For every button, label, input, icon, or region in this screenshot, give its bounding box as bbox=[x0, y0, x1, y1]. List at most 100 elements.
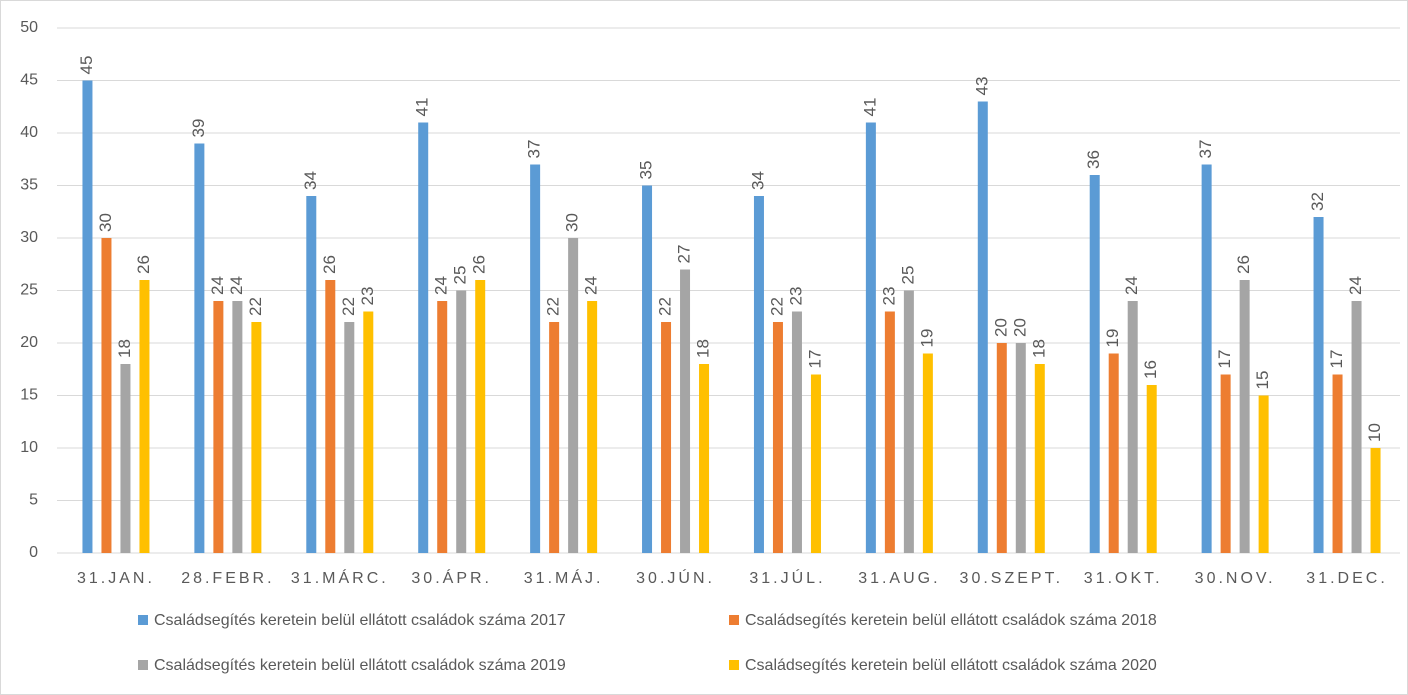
legend-swatch bbox=[729, 660, 739, 670]
bar bbox=[642, 185, 653, 553]
bar bbox=[1370, 448, 1381, 553]
data-label: 34 bbox=[748, 171, 767, 190]
x-tick-label: 31.DEC. bbox=[1306, 570, 1387, 587]
data-label: 10 bbox=[1365, 423, 1384, 442]
bar bbox=[251, 322, 262, 553]
bar bbox=[325, 280, 336, 553]
bar bbox=[922, 353, 933, 553]
data-label: 20 bbox=[991, 318, 1010, 337]
bar bbox=[1015, 343, 1026, 553]
bar bbox=[865, 122, 876, 553]
data-label: 20 bbox=[1010, 318, 1029, 337]
bar bbox=[213, 301, 224, 553]
y-tick-label: 20 bbox=[20, 334, 38, 351]
data-label: 22 bbox=[339, 297, 358, 316]
data-label: 27 bbox=[675, 245, 694, 264]
data-label: 24 bbox=[432, 276, 451, 295]
bar bbox=[810, 374, 821, 553]
y-tick-label: 35 bbox=[20, 177, 38, 194]
data-label: 37 bbox=[525, 140, 544, 159]
data-label: 34 bbox=[301, 171, 320, 190]
data-label: 22 bbox=[767, 297, 786, 316]
bar bbox=[1313, 217, 1324, 553]
y-tick-label: 45 bbox=[20, 72, 38, 89]
bar bbox=[82, 80, 93, 553]
y-tick-label: 30 bbox=[20, 229, 38, 246]
bar bbox=[418, 122, 429, 553]
data-label: 18 bbox=[694, 339, 713, 358]
data-label: 19 bbox=[1103, 329, 1122, 348]
legend-label: Családsegítés keretein belül ellátott cs… bbox=[745, 657, 1157, 674]
bar bbox=[1146, 385, 1157, 553]
data-label: 39 bbox=[189, 119, 208, 138]
data-label: 26 bbox=[320, 255, 339, 274]
bar bbox=[699, 364, 710, 553]
bar bbox=[194, 143, 205, 553]
data-label: 43 bbox=[972, 77, 991, 96]
data-label: 35 bbox=[637, 161, 656, 180]
bar bbox=[363, 311, 374, 553]
data-label: 23 bbox=[786, 287, 805, 306]
bar bbox=[1351, 301, 1362, 553]
data-label: 25 bbox=[451, 266, 470, 285]
y-tick-label: 5 bbox=[29, 492, 38, 509]
data-label: 36 bbox=[1084, 150, 1103, 169]
data-label: 26 bbox=[134, 255, 153, 274]
data-label: 25 bbox=[898, 266, 917, 285]
data-label: 30 bbox=[96, 213, 115, 232]
bar bbox=[232, 301, 243, 553]
data-label: 24 bbox=[227, 276, 246, 295]
y-tick-label: 25 bbox=[20, 282, 38, 299]
bar bbox=[1108, 353, 1119, 553]
bar bbox=[680, 269, 691, 553]
x-tick-label: 28.FEBR. bbox=[181, 570, 274, 587]
data-label: 18 bbox=[115, 339, 134, 358]
bar bbox=[1089, 175, 1100, 553]
data-label: 17 bbox=[1215, 350, 1234, 369]
data-label: 41 bbox=[860, 98, 879, 117]
data-label: 22 bbox=[656, 297, 675, 316]
x-tick-label: 30.JÚN. bbox=[636, 568, 715, 587]
bar bbox=[568, 238, 579, 553]
data-label: 26 bbox=[1234, 255, 1253, 274]
data-label: 37 bbox=[1196, 140, 1215, 159]
x-tick-label: 31.MÁRC. bbox=[291, 568, 389, 587]
bar bbox=[587, 301, 598, 553]
legend-label: Családsegítés keretein belül ellátott cs… bbox=[745, 612, 1157, 629]
bar bbox=[1332, 374, 1343, 553]
data-label: 26 bbox=[470, 255, 489, 274]
bar bbox=[549, 322, 560, 553]
bar bbox=[344, 322, 355, 553]
data-label: 24 bbox=[1122, 276, 1141, 295]
data-label: 19 bbox=[917, 329, 936, 348]
y-tick-label: 15 bbox=[20, 387, 38, 404]
data-label: 18 bbox=[1029, 339, 1048, 358]
data-label: 17 bbox=[1327, 350, 1346, 369]
x-tick-label: 31.JÚL. bbox=[749, 568, 825, 587]
legend-swatch bbox=[138, 660, 148, 670]
x-tick-label: 31.JAN. bbox=[77, 570, 155, 587]
bar bbox=[661, 322, 672, 553]
bar bbox=[120, 364, 131, 553]
bar bbox=[1201, 164, 1212, 553]
legend-label: Családsegítés keretein belül ellátott cs… bbox=[154, 612, 566, 629]
y-tick-label: 40 bbox=[20, 124, 38, 141]
x-tick-label: 30.SZEPT. bbox=[960, 570, 1063, 587]
bar bbox=[306, 196, 317, 553]
legend-label: Családsegítés keretein belül ellátott cs… bbox=[154, 657, 566, 674]
x-tick-label: 31.AUG. bbox=[858, 570, 940, 587]
bar bbox=[101, 238, 112, 553]
bar bbox=[753, 196, 764, 553]
bar bbox=[1258, 395, 1269, 553]
data-label: 24 bbox=[208, 276, 227, 295]
bar bbox=[1034, 364, 1045, 553]
y-tick-label: 50 bbox=[20, 19, 38, 36]
bar bbox=[1127, 301, 1138, 553]
data-label: 15 bbox=[1253, 371, 1272, 390]
y-tick-label: 0 bbox=[29, 544, 38, 561]
y-tick-label: 10 bbox=[20, 439, 38, 456]
x-tick-label: 30.NOV. bbox=[1195, 570, 1276, 587]
data-label: 24 bbox=[582, 276, 601, 295]
bar bbox=[1239, 280, 1250, 553]
